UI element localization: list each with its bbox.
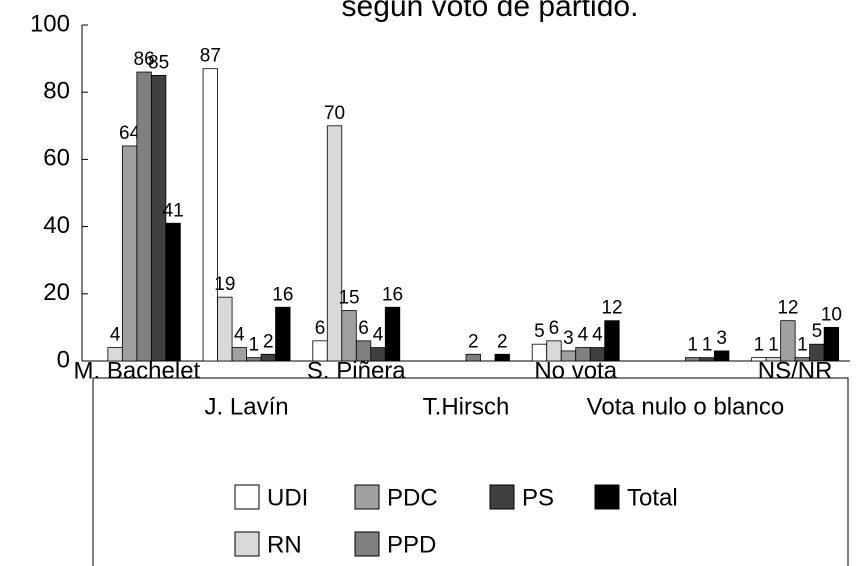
legend-label: UDI	[267, 484, 308, 511]
bar	[355, 340, 372, 362]
data-label: 1	[249, 335, 260, 356]
data-label: 70	[324, 103, 345, 124]
data-label: 4	[234, 325, 245, 346]
bar	[765, 357, 782, 362]
x-tick-label: NS/NR	[758, 357, 833, 384]
legend-swatch	[234, 531, 260, 557]
bar	[165, 222, 181, 362]
bar	[246, 357, 262, 362]
legend-box	[92, 377, 849, 566]
data-label: 1	[768, 335, 779, 356]
data-label: 4	[578, 325, 589, 346]
data-label: 3	[563, 328, 574, 349]
x-tick-label: Vota nulo o blanco	[587, 393, 785, 420]
x-tick-label: No vota	[534, 357, 617, 384]
bar	[494, 353, 510, 362]
bar	[260, 353, 276, 362]
data-label: 4	[110, 325, 121, 346]
data-label: 1	[687, 335, 698, 356]
bar	[604, 320, 620, 362]
bar	[794, 357, 811, 362]
bar	[341, 310, 357, 362]
bar	[809, 343, 825, 362]
data-label: 6	[358, 318, 369, 339]
bar	[231, 347, 247, 362]
bar	[589, 347, 606, 362]
legend-swatch	[354, 484, 380, 510]
y-tick-label: 60	[43, 145, 70, 172]
bar	[685, 357, 701, 362]
legend-label: Total	[627, 484, 678, 511]
data-label: 16	[382, 284, 403, 305]
bar	[202, 68, 218, 362]
bar	[531, 343, 548, 362]
bar	[107, 347, 123, 362]
x-tick-label: J. Lavín	[205, 393, 289, 420]
bar	[575, 347, 591, 362]
bar	[714, 350, 730, 362]
chart-title: según voto de partido.	[342, 0, 639, 23]
data-label: 10	[821, 304, 842, 325]
data-label: 2	[263, 331, 274, 352]
bar	[121, 145, 138, 362]
bar	[275, 306, 291, 362]
data-label: 41	[163, 200, 184, 221]
data-label: 19	[214, 274, 235, 295]
bar	[150, 75, 167, 362]
legend-label: PS	[522, 484, 554, 511]
bar	[370, 347, 386, 362]
x-tick-label: M. Bachelet	[73, 357, 200, 384]
data-label: 4	[592, 325, 603, 346]
bar	[823, 326, 840, 362]
data-label: 2	[497, 331, 508, 352]
data-label: 87	[200, 46, 221, 67]
data-label: 16	[272, 284, 293, 305]
x-tick-label: T.Hirsch	[423, 393, 510, 420]
legend-swatch	[354, 531, 380, 557]
data-label: 6	[549, 318, 560, 339]
data-label: 1	[754, 335, 765, 356]
bar	[699, 357, 715, 362]
bar	[465, 353, 481, 362]
bar	[136, 71, 152, 362]
bar	[560, 350, 577, 362]
data-label: 85	[148, 52, 169, 73]
data-label: 1	[797, 335, 808, 356]
data-label: 1	[702, 335, 713, 356]
bar	[546, 340, 562, 362]
data-label: 4	[373, 325, 384, 346]
bar	[312, 340, 328, 362]
y-tick-label: 0	[57, 346, 70, 373]
data-label: 6	[315, 318, 326, 339]
legend-swatch	[234, 484, 260, 510]
data-label: 12	[601, 298, 622, 319]
data-label: 5	[534, 321, 545, 342]
data-label: 12	[777, 298, 798, 319]
bar	[326, 125, 343, 362]
data-label: 2	[468, 331, 479, 352]
x-tick-label: S. Piñera	[307, 357, 406, 384]
data-label: 3	[716, 328, 727, 349]
legend-swatch	[489, 484, 515, 510]
legend-label: RN	[267, 531, 302, 558]
bar	[751, 357, 767, 362]
legend-swatch	[594, 484, 620, 510]
bar	[217, 296, 233, 362]
data-label: 15	[338, 288, 359, 309]
bar	[384, 306, 401, 362]
y-tick-label: 20	[43, 279, 70, 306]
data-label: 86	[134, 49, 155, 70]
y-tick-label: 40	[43, 212, 70, 239]
data-label: 5	[812, 321, 823, 342]
bar	[780, 320, 796, 362]
legend-label: PPD	[387, 531, 436, 558]
y-tick-label: 80	[43, 78, 70, 105]
legend-label: PDC	[387, 484, 438, 511]
data-label: 64	[119, 123, 141, 144]
y-tick-label: 100	[30, 10, 70, 37]
